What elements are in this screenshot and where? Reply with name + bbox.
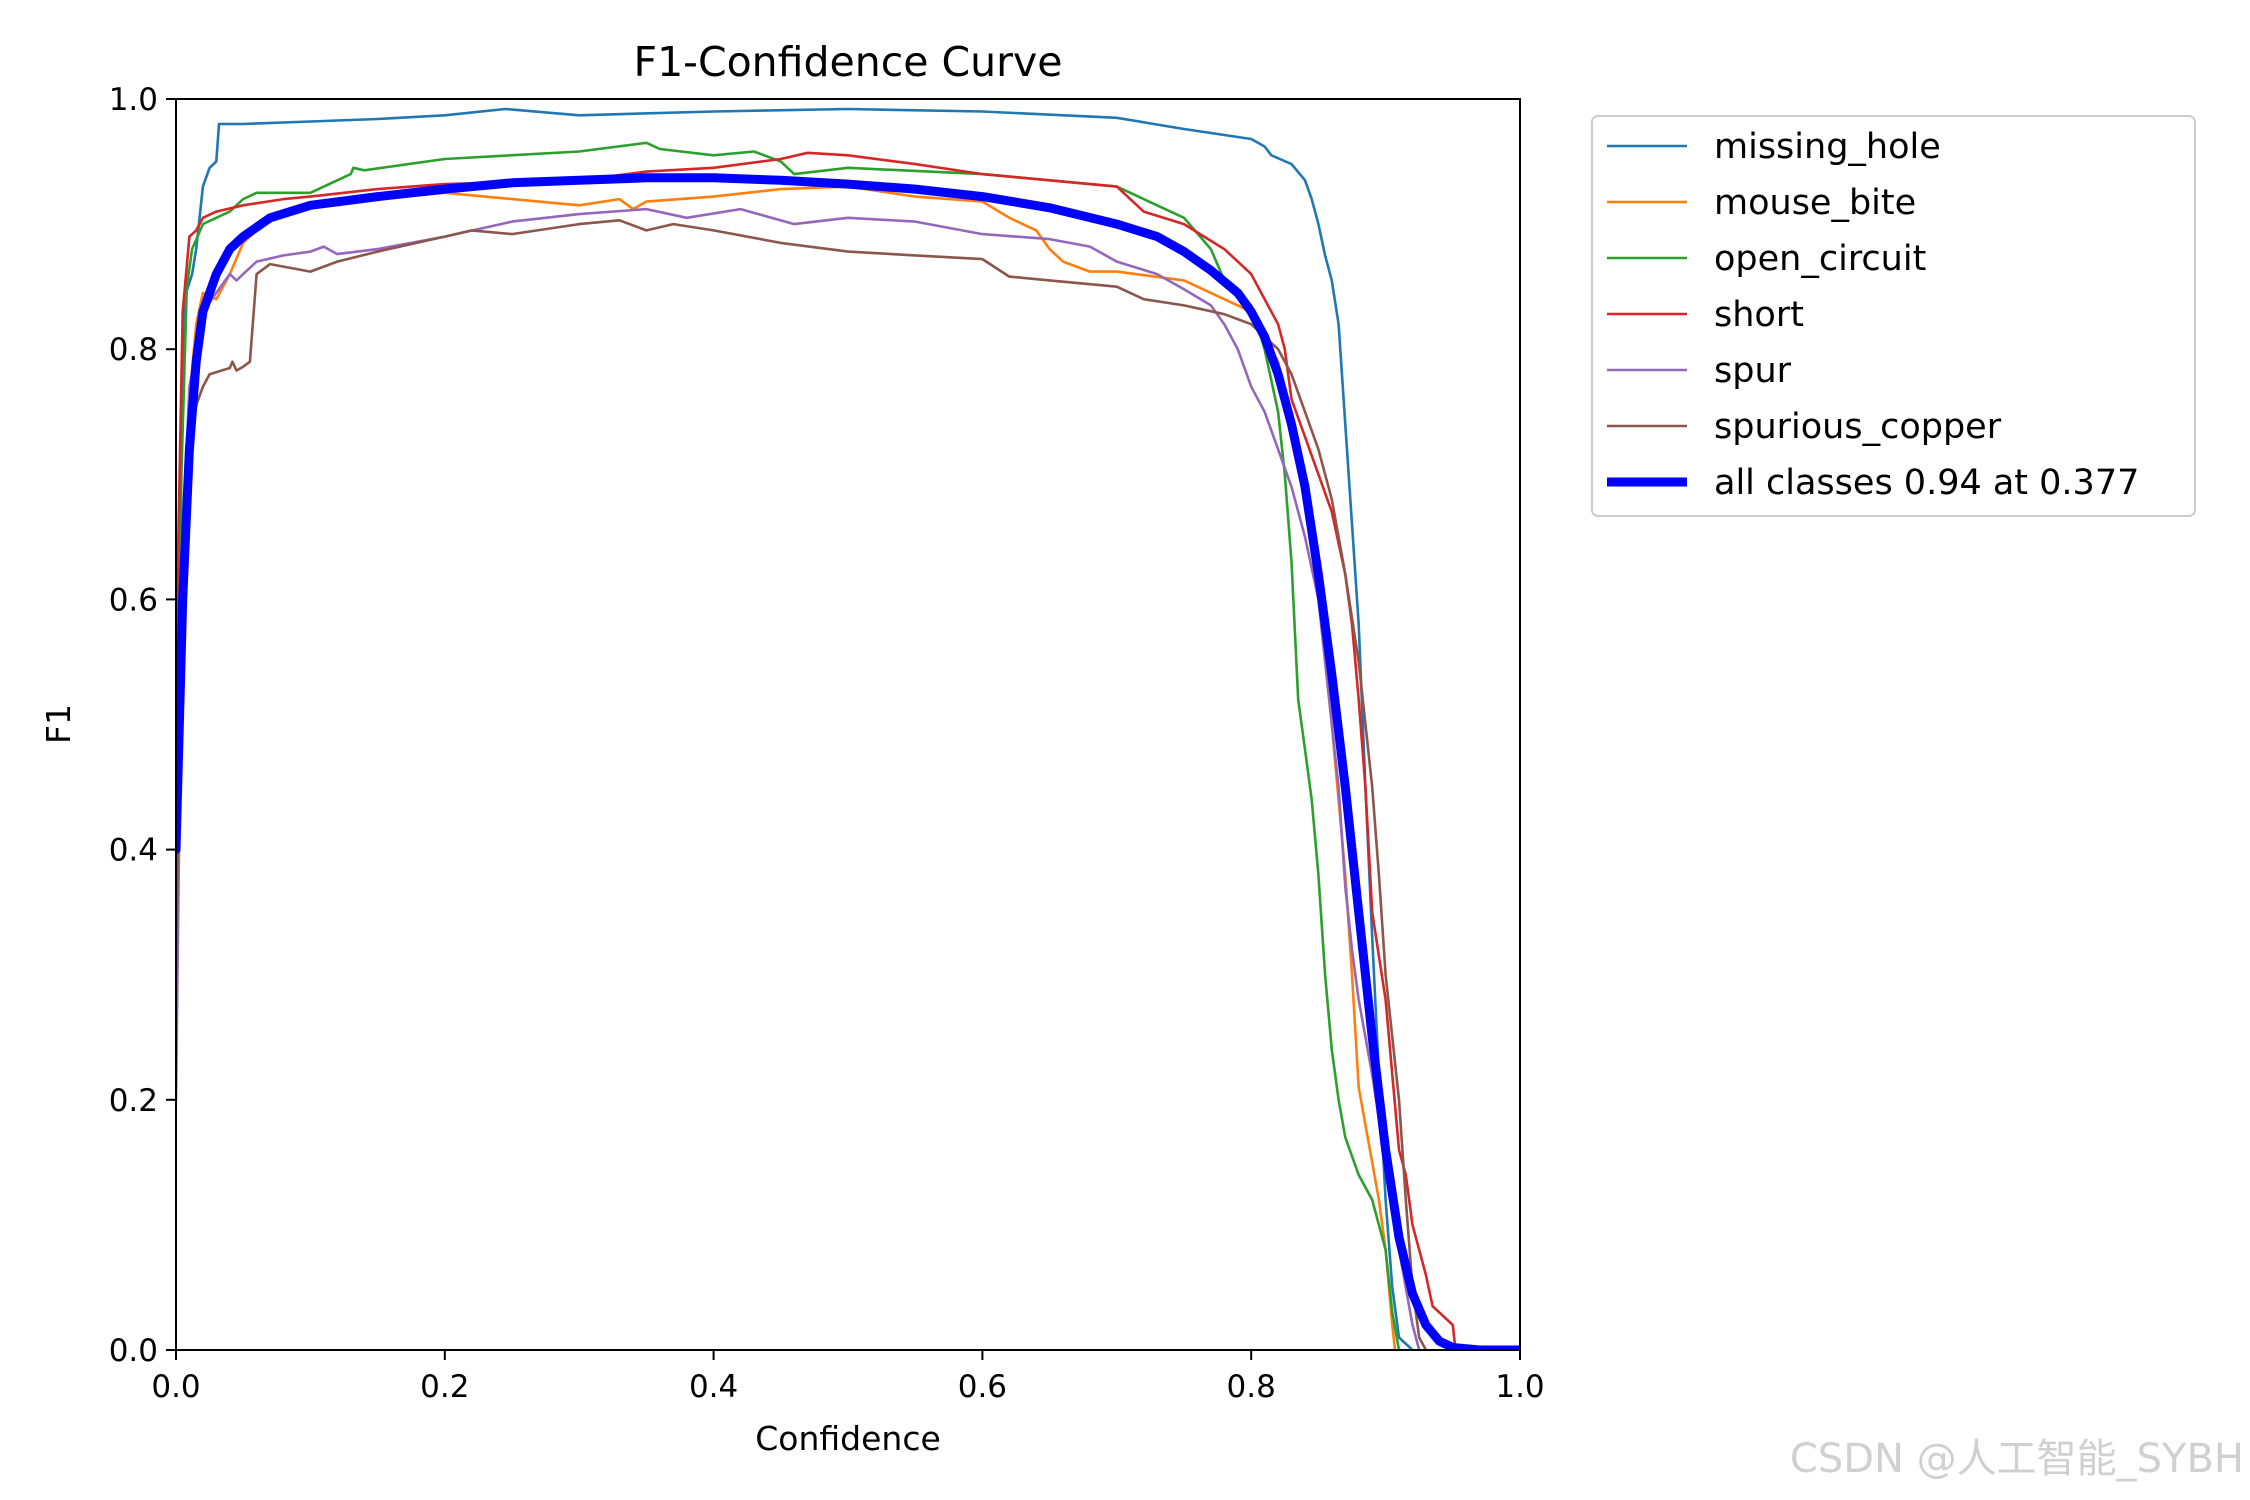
series-line-0 (176, 107, 1414, 1350)
series-line-3 (176, 151, 1457, 1350)
watermark: CSDN @人工智能_SYBH (1789, 1436, 2244, 1482)
legend-label: all classes 0.94 at 0.377 (1714, 463, 2139, 503)
y-tick-label: 0.6 (109, 582, 158, 618)
x-tick-label: 0.6 (958, 1369, 1007, 1405)
x-tick-label: 1.0 (1495, 1369, 1544, 1405)
series-layer (176, 107, 1520, 1350)
x-tick-label: 0.0 (151, 1369, 200, 1405)
legend-label: spurious_copper (1714, 407, 2002, 447)
y-tick-label: 1.0 (109, 82, 158, 118)
x-tick-label: 0.8 (1227, 1369, 1276, 1405)
series-line-1 (176, 185, 1397, 1350)
legend-label: short (1714, 295, 1804, 335)
y-axis-label: F1 (39, 704, 78, 744)
legend-label: spur (1714, 351, 1792, 391)
legend-label: missing_hole (1714, 127, 1941, 167)
legend-label: open_circuit (1714, 239, 1926, 279)
y-tick-label: 0.0 (109, 1333, 158, 1369)
y-tick-label: 0.4 (109, 833, 158, 869)
chart-title: F1-Confidence Curve (634, 38, 1063, 86)
series-line-5 (176, 219, 1428, 1350)
series-line-6 (176, 173, 1520, 1350)
x-tick-label: 0.4 (689, 1369, 738, 1405)
x-axis-label: Confidence (755, 1419, 941, 1458)
legend-label: mouse_bite (1714, 183, 1916, 223)
y-tick-label: 0.2 (109, 1083, 158, 1119)
x-tick-label: 0.2 (420, 1369, 469, 1405)
y-tick-label: 0.8 (109, 332, 158, 368)
plot-frame (175, 98, 1521, 1351)
x-axis-ticks: 0.0 0.2 0.4 0.6 0.8 1.0 (151, 1350, 1545, 1405)
series-line-4 (176, 207, 1421, 1350)
series-line-2 (176, 141, 1401, 1350)
legend-frame (1591, 115, 2196, 517)
y-axis-ticks: 0.0 0.2 0.4 0.6 0.8 1.0 (109, 82, 176, 1369)
